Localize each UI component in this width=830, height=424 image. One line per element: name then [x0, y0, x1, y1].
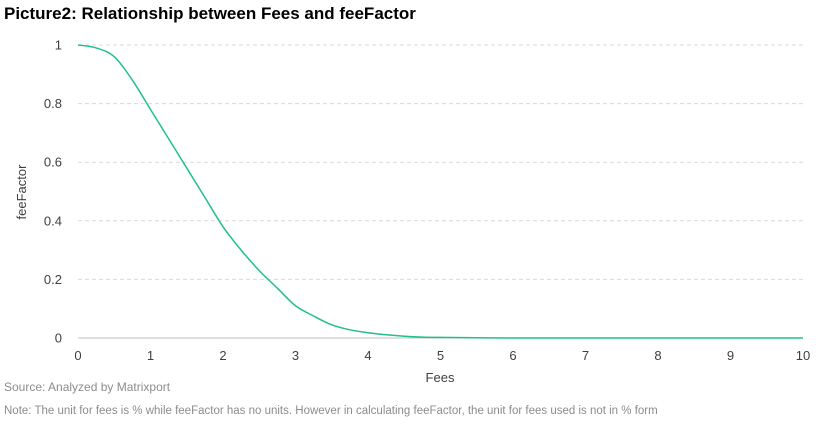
- tick-labels: 00.20.40.60.810 1 2 3 4 5 6 7 8 9 10: [44, 38, 810, 364]
- gridlines: [78, 44, 803, 339]
- footnote: Note: The unit for fees is % while feeFa…: [4, 405, 658, 417]
- y-tick-label: 0.2: [44, 272, 62, 287]
- x-tick-label: 0: [74, 348, 81, 363]
- x-tick-label: 5: [437, 348, 444, 363]
- series-layer: [77, 44, 803, 339]
- x-tick-label: 1: [147, 348, 154, 363]
- x-tick-label: 8: [654, 348, 661, 363]
- series-line: [77, 44, 803, 339]
- y-tick-label: 0.4: [44, 213, 62, 228]
- x-tick-label: 6: [509, 348, 516, 363]
- x-tick-label: 2: [219, 348, 226, 363]
- y-tick-label: 0: [55, 331, 62, 346]
- x-axis-label: Fees: [426, 370, 455, 385]
- y-tick-label: 0.6: [44, 155, 62, 170]
- x-tick-label: 3: [292, 348, 299, 363]
- y-tick-label: 0.8: [44, 96, 62, 111]
- y-axis-label: feeFactor: [14, 164, 29, 220]
- x-tick-label: 4: [364, 348, 371, 363]
- source-note: Source: Analyzed by Matrixport: [4, 380, 171, 394]
- x-tick-label: 7: [582, 348, 589, 363]
- x-tick-label: 10: [796, 348, 810, 363]
- x-tick-label: 9: [727, 348, 734, 363]
- chart-title: Picture2: Relationship between Fees and …: [4, 4, 416, 23]
- y-tick-label: 1: [55, 38, 62, 53]
